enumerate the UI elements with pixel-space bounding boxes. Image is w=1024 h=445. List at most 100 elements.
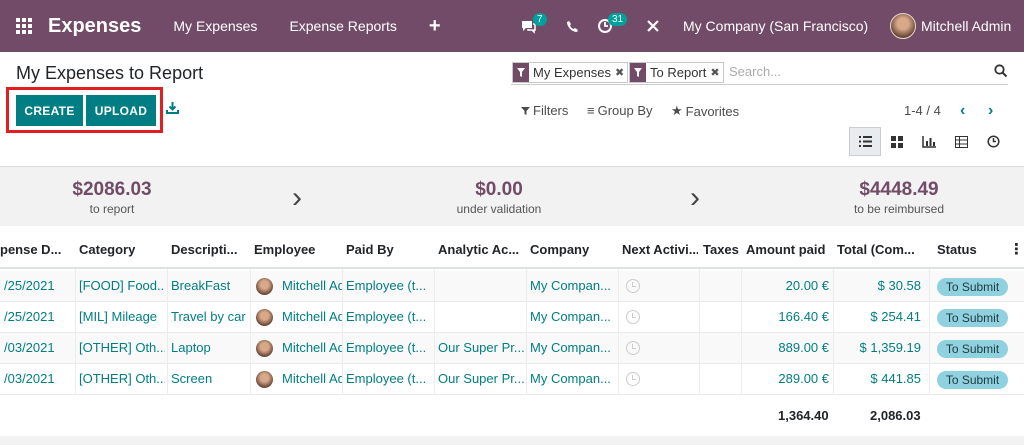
clock-icon[interactable] xyxy=(626,310,640,324)
column-description[interactable]: Descripti... xyxy=(171,242,238,257)
search-input[interactable]: Search... xyxy=(729,64,782,79)
remove-facet-icon[interactable]: ✖ xyxy=(615,67,625,79)
clock-icon[interactable] xyxy=(626,341,640,355)
remove-facet-icon[interactable]: ✖ xyxy=(710,67,720,79)
status-badge: To Submit xyxy=(937,278,1008,296)
menu-my-expenses[interactable]: My Expenses xyxy=(173,18,258,34)
favorites-dropdown[interactable]: ★ Favorites xyxy=(671,103,739,119)
cell-category: [FOOD] Food... xyxy=(79,278,165,293)
group-by-dropdown[interactable]: ≡ Group By xyxy=(587,103,653,118)
column-divider xyxy=(434,269,435,395)
cell-date: /03/2021 xyxy=(4,340,55,355)
user-menu[interactable]: Mitchell Admin xyxy=(921,18,1012,34)
avatar xyxy=(256,340,273,358)
pivot-view-icon[interactable] xyxy=(945,127,977,156)
table-row[interactable]: /03/2021 [OTHER] Oth... Screen Employee (t.… xyxy=(0,364,1024,395)
summary-under-validation: $0.00 under validation xyxy=(409,179,589,216)
app-name[interactable]: Expenses xyxy=(48,14,142,37)
view-switcher xyxy=(849,127,1009,156)
cell-amount-paid: 166.40 € xyxy=(778,309,829,324)
table-row[interactable]: /25/2021 [MIL] Mileage Travel by car Employ… xyxy=(0,302,1024,333)
facet-label: My Expenses xyxy=(533,65,612,80)
summary-to-report: $2086.03 to report xyxy=(22,179,202,216)
cell-company: My Compan... xyxy=(530,340,611,355)
column-taxes[interactable]: Taxes xyxy=(703,242,739,257)
cell-company: My Compan... xyxy=(530,371,611,386)
table-header: pense D... Category Descripti... Employe… xyxy=(0,231,1024,269)
filter-icon xyxy=(513,63,529,82)
column-next-activity[interactable]: Next Activi... xyxy=(622,242,698,257)
column-amount-paid[interactable]: Amount paid xyxy=(746,242,826,257)
activity-icon[interactable] xyxy=(597,0,613,52)
graph-view-icon[interactable] xyxy=(913,127,945,156)
chat-count-badge: 7 xyxy=(533,13,547,26)
chevron-right-icon: › xyxy=(292,181,302,214)
column-divider xyxy=(526,269,527,395)
summary-amount: $4448.49 xyxy=(859,179,939,200)
list-view-icon[interactable] xyxy=(849,127,881,156)
download-icon[interactable] xyxy=(166,101,179,115)
cell-analytic: Our Super Pr... xyxy=(438,340,524,355)
cell-employee: Mitchell Ad xyxy=(256,340,342,358)
cell-paid-by: Employee (t... xyxy=(346,371,427,386)
kanban-view-icon[interactable] xyxy=(881,127,913,156)
cell-employee: Mitchell Ad xyxy=(256,278,342,296)
cell-total: $ 1,359.19 xyxy=(859,340,921,355)
column-expense-date[interactable]: pense D... xyxy=(0,242,62,257)
filter-icon xyxy=(630,63,646,82)
plus-menu-icon[interactable]: + xyxy=(428,14,441,37)
column-divider xyxy=(929,269,930,395)
column-options-icon[interactable]: ⋮ xyxy=(1009,241,1024,258)
pager-previous-icon[interactable]: ‹ xyxy=(960,102,966,119)
create-button[interactable]: CREATE xyxy=(16,95,83,126)
column-paid-by[interactable]: Paid By xyxy=(346,242,394,257)
column-total[interactable]: Total (Com... xyxy=(837,242,915,257)
apps-grid-icon[interactable] xyxy=(0,18,48,34)
summary-label: to be reimbursed xyxy=(853,202,945,216)
column-divider xyxy=(250,269,251,395)
column-company[interactable]: Company xyxy=(530,242,590,257)
column-status[interactable]: Status xyxy=(937,242,977,257)
column-divider xyxy=(167,269,168,395)
avatar xyxy=(256,278,273,296)
employee-name: Mitchell Ad xyxy=(282,340,342,355)
column-divider xyxy=(741,269,742,395)
summary-amount: $2086.03 xyxy=(72,179,152,200)
clock-icon[interactable] xyxy=(626,372,640,386)
column-employee[interactable]: Employee xyxy=(254,242,316,257)
top-navbar: Expenses My Expenses Expense Reports + 7… xyxy=(0,0,1024,52)
status-badge: To Submit xyxy=(937,309,1008,327)
facet-my-expenses[interactable]: My Expenses ✖ xyxy=(512,62,629,83)
filters-dropdown[interactable]: Filters xyxy=(521,103,568,118)
chat-icon[interactable] xyxy=(520,0,537,52)
menu-expense-reports[interactable]: Expense Reports xyxy=(289,18,397,34)
company-switcher[interactable]: My Company (San Francisco) xyxy=(683,18,869,34)
filters-label: Filters xyxy=(533,103,569,118)
cell-description: Travel by car xyxy=(171,309,246,324)
activity-view-icon[interactable] xyxy=(977,127,1009,156)
column-analytic-account[interactable]: Analytic Ac... xyxy=(438,242,520,257)
pager-next-icon[interactable]: › xyxy=(988,102,994,119)
facet-to-report[interactable]: To Report ✖ xyxy=(629,62,724,83)
bars-icon: ≡ xyxy=(587,103,595,118)
cell-category: [OTHER] Oth... xyxy=(79,371,165,386)
cell-category: [OTHER] Oth... xyxy=(79,340,165,355)
pager-value[interactable]: 1-4 / 4 xyxy=(904,103,941,118)
upload-button[interactable]: UPLOAD xyxy=(86,95,156,126)
cell-paid-by: Employee (t... xyxy=(346,278,427,293)
phone-icon[interactable] xyxy=(566,0,579,52)
column-category[interactable]: Category xyxy=(79,242,136,257)
summary-amount: $0.00 xyxy=(475,179,523,200)
cell-description: Laptop xyxy=(171,340,211,355)
page-title: My Expenses to Report xyxy=(16,63,204,83)
cell-amount-paid: 289.00 € xyxy=(778,371,829,386)
user-avatar[interactable] xyxy=(890,0,916,52)
table-row[interactable]: /25/2021 [FOOD] Food... BreakFast Employee … xyxy=(0,271,1024,302)
group-by-label: Group By xyxy=(597,103,653,118)
clock-icon[interactable] xyxy=(626,279,640,293)
search-icon[interactable] xyxy=(994,64,1008,81)
table-row[interactable]: /03/2021 [OTHER] Oth... Laptop Employee (t.… xyxy=(0,333,1024,364)
tools-icon[interactable] xyxy=(646,0,660,52)
cell-total: $ 254.41 xyxy=(870,309,921,324)
activity-count-badge: 31 xyxy=(608,13,628,26)
